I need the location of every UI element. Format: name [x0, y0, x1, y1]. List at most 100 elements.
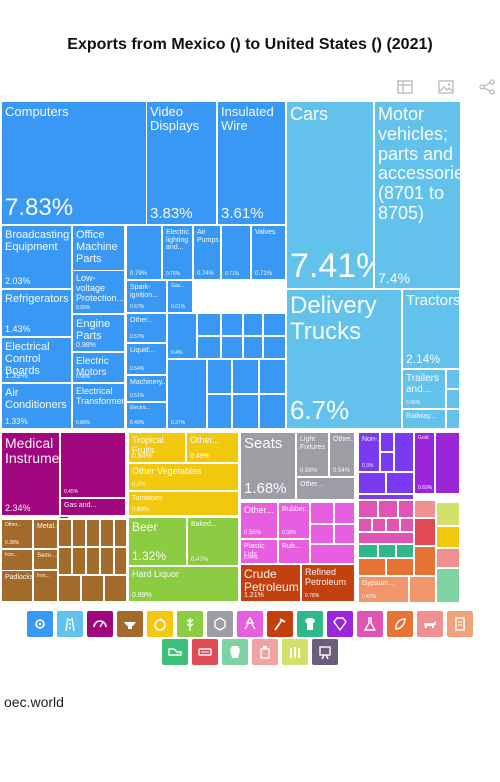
treemap-tile-minor[interactable]: [243, 313, 263, 336]
treemap-tile-minor[interactable]: [72, 519, 86, 547]
treemap-tile-electrical-transformers[interactable]: Electrical Transformers 0.88%: [72, 383, 125, 429]
treemap-tile-gas[interactable]: Gas... 0.61%: [167, 280, 193, 313]
treemap-tile-gypsum[interactable]: Gypsum... 0.47%: [358, 576, 409, 603]
treemap-tile-light-fixtures[interactable]: Light Fixtures 0.58%: [296, 432, 329, 477]
treemap-tile-minor[interactable]: [310, 502, 334, 524]
treemap-tile-minor[interactable]: [378, 544, 396, 558]
treemap-tile-cars[interactable]: Cars 7.41%: [286, 101, 374, 289]
treemap-tile-unlabeled[interactable]: 0.37%: [167, 359, 207, 429]
mineral-products-icon[interactable]: [267, 611, 293, 637]
treemap-tile-motor-vehicles-parts-and-accessories-8701-to-8705[interactable]: Motor vehicles; parts and accessories (8…: [374, 101, 461, 289]
treemap-tile-minor[interactable]: [414, 546, 436, 576]
treemap-tile-minor[interactable]: [414, 500, 436, 518]
treemap-tile-electric-motors[interactable]: Electric Motors 0.98%: [72, 352, 125, 383]
table-icon[interactable]: [396, 78, 414, 96]
treemap-tile-minor[interactable]: [58, 547, 72, 575]
treemap-tile-minor[interactable]: [100, 519, 114, 547]
treemap-tile-beer[interactable]: Beer 1.32%: [128, 517, 187, 566]
treemap-tile-minor[interactable]: [372, 518, 386, 532]
treemap-tile-unlabeled[interactable]: 0.45%: [60, 432, 126, 498]
treemap-tile-minor[interactable]: [221, 313, 243, 336]
share-icon[interactable]: [478, 78, 496, 96]
treemap-tile-tractors[interactable]: Tractors 2.14%: [402, 289, 460, 369]
arts-and-antiques-icon[interactable]: [312, 639, 338, 665]
treemap-tile-minor[interactable]: [59, 516, 69, 519]
chemical-products-icon[interactable]: [357, 611, 383, 637]
treemap-tile-refrigerators[interactable]: Refrigerators 1.43%: [1, 289, 72, 337]
instruments-icon[interactable]: [87, 611, 113, 637]
treemap-tile-other-vegetables[interactable]: Other Vegetables 0.8%: [128, 463, 239, 491]
treemap-tile-trailers-and[interactable]: Trailers and... 0.65%: [402, 369, 446, 409]
treemap-tile-minor[interactable]: [232, 394, 259, 429]
transportation-icon[interactable]: [57, 611, 83, 637]
treemap-tile-electric[interactable]: Electric... 0.49%: [126, 402, 167, 429]
treemap-tile-computers[interactable]: Computers 7.83%: [1, 101, 147, 225]
treemap-tile-minor[interactable]: [386, 558, 414, 576]
treemap-tile-minor[interactable]: [86, 519, 100, 547]
treemap-tile-minor[interactable]: [263, 336, 286, 359]
treemap-tile-minor[interactable]: [414, 518, 436, 546]
treemap-tile-minor[interactable]: [58, 575, 81, 602]
treemap-tile-minor[interactable]: [394, 432, 414, 472]
treemap-tile-other[interactable]: Other...: [296, 477, 355, 500]
treemap-tile-valves[interactable]: Valves 0.71%: [251, 225, 286, 280]
treemap-tile-metal[interactable]: Metal...: [33, 519, 58, 549]
treemap-tile-minor[interactable]: [334, 524, 355, 544]
treemap-tile-minor[interactable]: [232, 359, 259, 394]
foodstuffs-icon[interactable]: [177, 611, 203, 637]
treemap-tile-minor[interactable]: [358, 544, 378, 558]
metals-icon[interactable]: [117, 611, 143, 637]
treemap-tile-minor[interactable]: [436, 502, 460, 526]
treemap-tile-broadcasting-equipment[interactable]: Broadcasting Equipment 2.03%: [1, 225, 72, 289]
treemap-tile-minor[interactable]: [380, 452, 394, 472]
miscellaneous-icon[interactable]: [207, 611, 233, 637]
treemap-tile-medical-instruments[interactable]: Medical Instruments 2.34%: [1, 432, 60, 516]
treemap-tile-minor[interactable]: [386, 472, 414, 494]
treemap-tile-hard-liquor[interactable]: Hard Liquor 0.89%: [128, 566, 239, 602]
treemap-tile-seats[interactable]: Seats 1.68%: [240, 432, 296, 500]
treemap-tile-minor[interactable]: [259, 359, 286, 394]
treemap-tile-refined-petroleum[interactable]: Refined Petroleum 0.78%: [301, 564, 355, 602]
treemap-tile-minor[interactable]: [221, 336, 243, 359]
treemap-tile-other[interactable]: Other... 0.49%: [186, 432, 239, 463]
treemap-tile-minor[interactable]: [207, 359, 232, 394]
treemap-tile-plastic-lids[interactable]: Plastic Lids 0.44%: [240, 539, 278, 564]
treemap-tile-minor[interactable]: [436, 526, 460, 548]
treemap-tile-minor[interactable]: [114, 547, 127, 575]
treemap-tile-delivery-trucks[interactable]: Delivery Trucks 6.7%: [286, 289, 402, 429]
treemap-tile-minor[interactable]: [86, 547, 100, 575]
treemap-tile-video-displays[interactable]: Video Displays 3.83%: [146, 101, 217, 225]
plastics-icon[interactable]: [237, 611, 263, 637]
animal-and-vegetable-bi-products-icon[interactable]: [282, 639, 308, 665]
machinery-icon[interactable]: [27, 611, 53, 637]
treemap-tile-other[interactable]: Other... 0.54%: [329, 432, 355, 477]
treemap-tile-low-voltage-protection[interactable]: Low-voltage Protection... 0.99%: [72, 270, 125, 314]
weapons-icon[interactable]: [192, 639, 218, 665]
treemap-tile-minor[interactable]: [358, 558, 386, 576]
treemap-tile-minor[interactable]: [358, 494, 414, 500]
treemap-tile-minor[interactable]: [334, 502, 355, 524]
treemap-tile-baked[interactable]: Baked... 0.47%: [187, 517, 239, 566]
treemap-tile-minor[interactable]: [310, 524, 334, 544]
treemap-tile-minor[interactable]: [197, 336, 221, 359]
treemap-tile-unlabeled[interactable]: 0.4%: [167, 313, 197, 359]
treemap-tile-minor[interactable]: [310, 544, 355, 564]
treemap-tile-tomatoes[interactable]: Tomatoes 0.69%: [128, 491, 239, 516]
treemap-tile-semi[interactable]: Semi-...: [33, 549, 58, 570]
treemap-tile-minor[interactable]: [435, 432, 460, 494]
treemap-tile-spark-ignition[interactable]: Spark-ignition... 0.67%: [126, 280, 167, 313]
wood-products-icon[interactable]: [387, 611, 413, 637]
treemap-tile-insulated-wire[interactable]: Insulated Wire 3.61%: [217, 101, 286, 225]
treemap-tile-air-conditioners[interactable]: Air Conditioners 1.33%: [1, 383, 72, 429]
treemap-tile-minor[interactable]: [409, 576, 436, 603]
treemap-tile-electric-lighting-and[interactable]: Electric lighting and... 0.76%: [162, 225, 193, 280]
treemap-tile-minor[interactable]: [259, 394, 286, 429]
treemap-tile-tropical-fruits[interactable]: Tropical Fruits 0.84%: [128, 432, 186, 463]
treemap-tile-gold[interactable]: Gold 0.69%: [414, 432, 435, 494]
treemap-tile-minor[interactable]: [263, 313, 286, 336]
treemap-tile-minor[interactable]: [114, 519, 127, 547]
stone-and-glass-icon[interactable]: [252, 639, 278, 665]
treemap-tile-railway[interactable]: Railway...: [402, 409, 446, 429]
treemap-tile-non[interactable]: Non-... 0.3%: [358, 432, 380, 472]
treemap-tile-minor[interactable]: [358, 532, 414, 544]
